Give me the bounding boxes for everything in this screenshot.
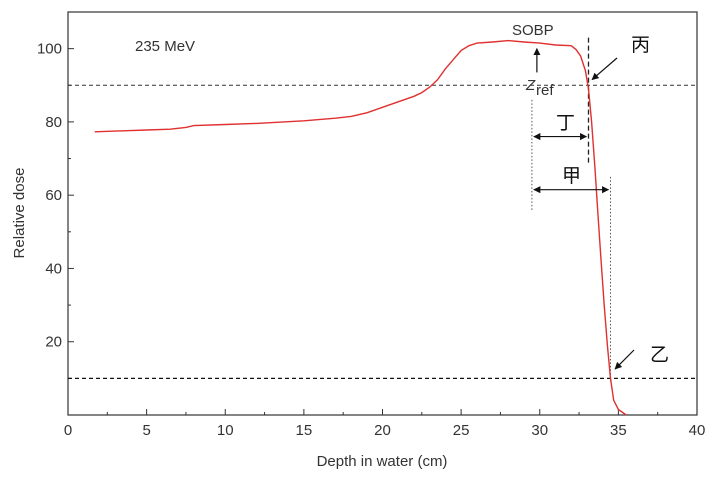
sobp-label: SOBP [512,22,554,39]
x-axis-label: Depth in water (cm) [317,453,448,470]
x-tick-label: 25 [453,422,470,439]
y-tick-label: 40 [45,260,62,277]
x-tick-label: 30 [531,422,548,439]
jia-label: 甲 [562,165,581,187]
ding-label: 丁 [556,112,575,134]
x-tick-label: 40 [689,422,706,439]
plot-frame [67,11,698,416]
y-tick-label: 80 [45,114,62,131]
bing-label: 丙 [631,34,650,56]
x-tick-label: 15 [296,422,313,439]
ref-subscript: ref [536,82,554,99]
x-tick-label: 20 [374,422,391,439]
y-tick-label: 60 [45,187,62,204]
energy-label: 235 MeV [135,38,195,55]
y-tick-label: 20 [45,334,62,351]
y-tick-label: 100 [37,41,62,58]
x-tick-label: 35 [610,422,627,439]
pointer-bing [591,57,618,81]
z-label: Z [525,77,536,94]
yi-label: 乙 [650,344,669,366]
x-tick-label: 5 [142,422,150,439]
x-tick-label: 0 [64,422,72,439]
x-ticks: 0 5 10 15 20 25 30 35 40 [64,409,706,439]
y-axis-label: Relative dose [11,168,28,259]
x-tick-label: 10 [217,422,234,439]
pointer-yi [614,349,635,370]
series-line-dose [94,39,627,416]
y-ticks: 20 40 60 80 100 [37,41,74,379]
